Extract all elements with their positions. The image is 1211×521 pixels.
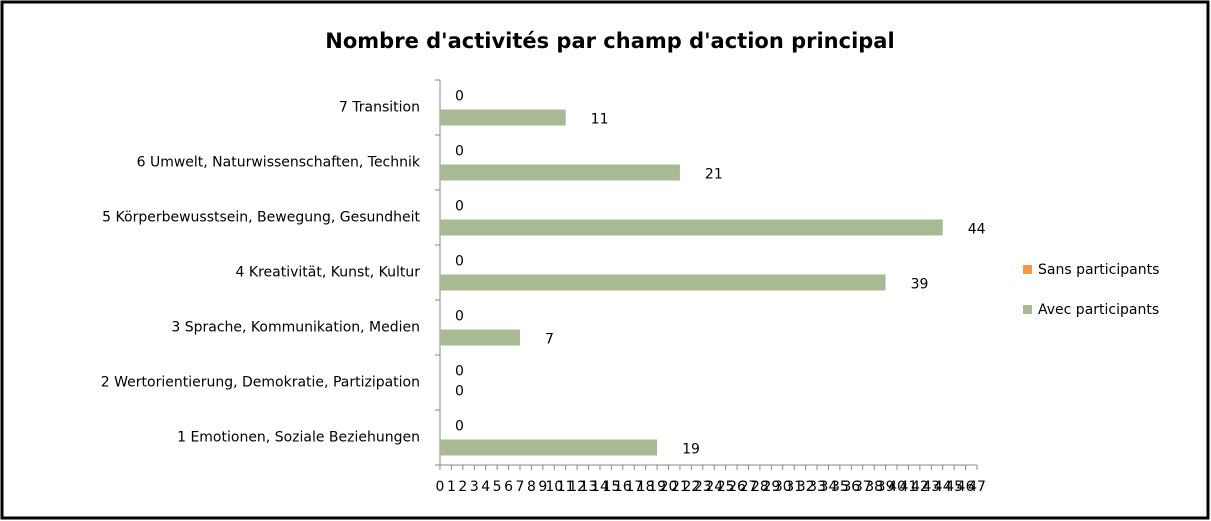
x-tick-label: 43	[922, 479, 940, 495]
x-tick-label: 30	[774, 479, 792, 495]
bar	[440, 439, 658, 456]
data-label: 44	[968, 222, 986, 238]
x-tick-label: 14	[591, 479, 609, 495]
legend-label: Avec participants	[1038, 302, 1159, 318]
x-tick-label: 28	[751, 479, 769, 495]
x-tick-label: 4	[481, 479, 490, 495]
x-tick-label: 35	[831, 479, 849, 495]
x-tick-label: 6	[504, 479, 513, 495]
legend-swatch	[1023, 265, 1032, 274]
chart-title: Nombre d'activités par champ d'action pr…	[325, 29, 894, 53]
data-label: 0	[455, 419, 464, 435]
x-tick-label: 44	[934, 479, 952, 495]
data-label: 0	[455, 89, 464, 105]
x-tick-label: 27	[740, 479, 758, 495]
data-label: 21	[705, 167, 723, 183]
y-tick-label: 1 Emotionen, Soziale Beziehungen	[177, 430, 420, 446]
y-tick-label: 4 Kreativität, Kunst, Kultur	[236, 265, 421, 281]
x-tick-label: 31	[785, 479, 803, 495]
x-tick-label: 22	[682, 479, 700, 495]
x-tick-label: 21	[671, 479, 689, 495]
data-label: 0	[455, 384, 464, 400]
data-label: 19	[682, 442, 700, 458]
x-tick-label: 12	[568, 479, 586, 495]
x-tick-label: 40	[888, 479, 906, 495]
x-tick-label: 5	[493, 479, 502, 495]
y-tick-label: 2 Wertorientierung, Demokratie, Partizip…	[101, 375, 420, 391]
x-tick-label: 23	[694, 479, 712, 495]
x-tick-label: 16	[614, 479, 632, 495]
x-tick-label: 46	[957, 479, 975, 495]
x-tick-label: 8	[527, 479, 536, 495]
x-tick-label: 1	[447, 479, 456, 495]
x-tick-label: 0	[436, 479, 445, 495]
x-tick-label: 9	[538, 479, 547, 495]
data-label: 11	[591, 112, 609, 128]
x-tick-label: 34	[820, 479, 838, 495]
x-tick-label: 38	[865, 479, 883, 495]
legend-label: Sans participants	[1038, 262, 1159, 278]
x-tick-label: 10	[545, 479, 563, 495]
x-tick-label: 45	[945, 479, 963, 495]
data-label: 39	[911, 277, 929, 293]
x-tick-label: 47	[968, 479, 986, 495]
data-label: 0	[455, 364, 464, 380]
data-label: 0	[455, 199, 464, 215]
x-tick-label: 42	[911, 479, 929, 495]
x-tick-label: 20	[660, 479, 678, 495]
x-tick-label: 36	[842, 479, 860, 495]
data-label: 0	[455, 254, 464, 270]
bar	[440, 164, 680, 181]
y-tick-label: 7 Transition	[339, 100, 420, 116]
data-label: 0	[455, 144, 464, 160]
bar	[440, 329, 520, 346]
y-tick-label: 6 Umwelt, Naturwissenschaften, Technik	[137, 155, 421, 171]
x-tick-label: 17	[625, 479, 643, 495]
x-tick-label: 39	[877, 479, 895, 495]
bar	[440, 219, 943, 236]
data-label: 0	[455, 309, 464, 325]
x-tick-label: 11	[557, 479, 575, 495]
x-tick-label: 13	[580, 479, 598, 495]
x-tick-label: 15	[602, 479, 620, 495]
x-tick-label: 7	[516, 479, 525, 495]
x-tick-label: 18	[637, 479, 655, 495]
x-tick-label: 37	[854, 479, 872, 495]
x-tick-label: 3	[470, 479, 479, 495]
bar	[440, 274, 886, 291]
x-tick-label: 24	[705, 479, 723, 495]
data-label: 7	[545, 332, 554, 348]
y-tick-label: 5 Körperbewusstsein, Bewegung, Gesundhei…	[102, 210, 420, 226]
x-tick-label: 25	[717, 479, 735, 495]
x-tick-label: 33	[808, 479, 826, 495]
x-tick-label: 41	[900, 479, 918, 495]
x-tick-label: 32	[797, 479, 815, 495]
bar	[440, 109, 566, 126]
x-tick-label: 29	[762, 479, 780, 495]
y-tick-label: 3 Sprache, Kommunikation, Medien	[171, 320, 420, 336]
legend-swatch	[1023, 305, 1032, 314]
x-tick-label: 19	[648, 479, 666, 495]
x-tick-label: 2	[458, 479, 467, 495]
x-tick-label: 26	[728, 479, 746, 495]
